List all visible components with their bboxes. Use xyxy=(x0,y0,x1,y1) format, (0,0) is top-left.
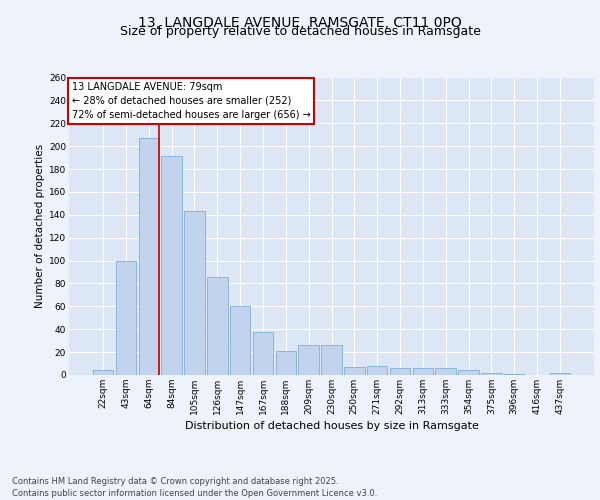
Bar xyxy=(367,366,388,375)
Bar xyxy=(184,212,205,375)
Bar xyxy=(344,367,365,375)
Y-axis label: Number of detached properties: Number of detached properties xyxy=(35,144,45,308)
Text: Contains HM Land Registry data © Crown copyright and database right 2025.
Contai: Contains HM Land Registry data © Crown c… xyxy=(12,476,377,498)
Bar xyxy=(550,372,570,375)
Bar xyxy=(207,276,227,375)
Bar xyxy=(321,345,342,375)
Bar xyxy=(275,351,296,375)
Bar xyxy=(93,370,113,375)
Bar xyxy=(253,332,273,375)
Bar xyxy=(504,374,524,375)
Bar xyxy=(139,138,159,375)
X-axis label: Distribution of detached houses by size in Ramsgate: Distribution of detached houses by size … xyxy=(185,421,478,431)
Text: 13, LANGDALE AVENUE, RAMSGATE, CT11 0PQ: 13, LANGDALE AVENUE, RAMSGATE, CT11 0PQ xyxy=(138,16,462,30)
Text: Size of property relative to detached houses in Ramsgate: Size of property relative to detached ho… xyxy=(119,25,481,38)
Bar xyxy=(436,368,456,375)
Bar xyxy=(116,260,136,375)
Bar xyxy=(230,306,250,375)
Text: 13 LANGDALE AVENUE: 79sqm
← 28% of detached houses are smaller (252)
72% of semi: 13 LANGDALE AVENUE: 79sqm ← 28% of detac… xyxy=(71,82,310,120)
Bar xyxy=(390,368,410,375)
Bar xyxy=(413,368,433,375)
Bar xyxy=(458,370,479,375)
Bar xyxy=(298,345,319,375)
Bar xyxy=(481,372,502,375)
Bar xyxy=(161,156,182,375)
